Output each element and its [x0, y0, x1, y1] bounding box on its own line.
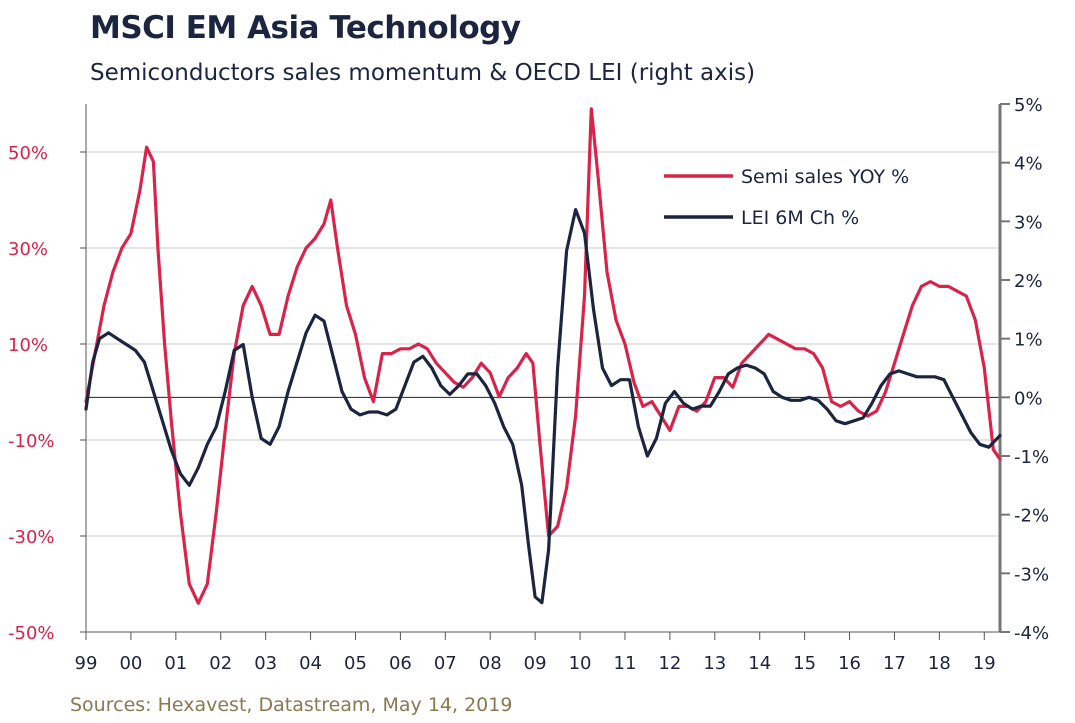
x-tick-label: 15 [793, 653, 816, 674]
legend: Semi sales YOY % LEI 6M Ch % [664, 166, 909, 229]
x-tick-label: 05 [344, 653, 367, 674]
x-tick-label: 12 [658, 653, 681, 674]
x-tick-label: 09 [524, 653, 547, 674]
y-right-tick-label: -2% [1014, 506, 1049, 527]
x-tick-label: 17 [883, 653, 906, 674]
x-tick-label: 11 [614, 653, 637, 674]
y-left-tick-label: -50% [8, 623, 55, 644]
series-line-lei [84, 208, 1002, 605]
source-note: Sources: Hexavest, Datastream, May 14, 2… [70, 694, 513, 716]
x-tick-label: 06 [389, 653, 412, 674]
x-tick-label: 04 [299, 653, 322, 674]
y-left-tick-label: 30% [8, 239, 48, 260]
y-right-tick-label: 0% [1014, 388, 1043, 409]
y-right-tick-label: 2% [1014, 271, 1043, 292]
series-lines [84, 107, 1002, 605]
legend-label: LEI 6M Ch % [741, 207, 859, 229]
chart-subtitle: Semiconductors sales momentum & OECD LEI… [90, 60, 756, 86]
x-tick-label: 19 [973, 653, 996, 674]
tick-labels: 50% 30% 10% -10% -30% -50% 5% 4% 3% 2% 1% 0% -1% -2% -… [8, 95, 1049, 674]
x-tick-label: 13 [703, 653, 726, 674]
y-left-tick-label: -30% [8, 527, 55, 548]
y-left-tick-label: -10% [8, 431, 55, 452]
y-left-tick-label: 50% [8, 143, 48, 164]
y-right-tick-label: 3% [1014, 212, 1043, 233]
axes [80, 103, 1010, 640]
x-tick-label: 07 [434, 653, 457, 674]
x-tick-label: 03 [254, 653, 277, 674]
y-right-tick-label: -1% [1014, 447, 1049, 468]
x-tick-label: 02 [209, 653, 232, 674]
y-left-tick-label: 10% [8, 335, 48, 356]
x-tick-label: 08 [479, 653, 502, 674]
x-tick-label: 18 [928, 653, 951, 674]
x-tick-label: 00 [119, 653, 142, 674]
series-line-semi-sales [84, 107, 1002, 605]
legend-label: Semi sales YOY % [741, 166, 909, 188]
x-tick-label: 99 [75, 653, 98, 674]
y-right-tick-label: -3% [1014, 564, 1049, 585]
y-right-tick-label: 1% [1014, 330, 1043, 351]
x-tick-label: 14 [748, 653, 771, 674]
chart-title: MSCI EM Asia Technology [90, 10, 521, 46]
x-tick-label: 01 [164, 653, 187, 674]
gridlines [86, 151, 1000, 633]
x-tick-label: 16 [838, 653, 861, 674]
y-right-tick-label: 5% [1014, 95, 1043, 116]
x-tick-label: 10 [569, 653, 592, 674]
y-right-tick-label: -4% [1014, 623, 1049, 644]
y-right-tick-label: 4% [1014, 154, 1043, 175]
